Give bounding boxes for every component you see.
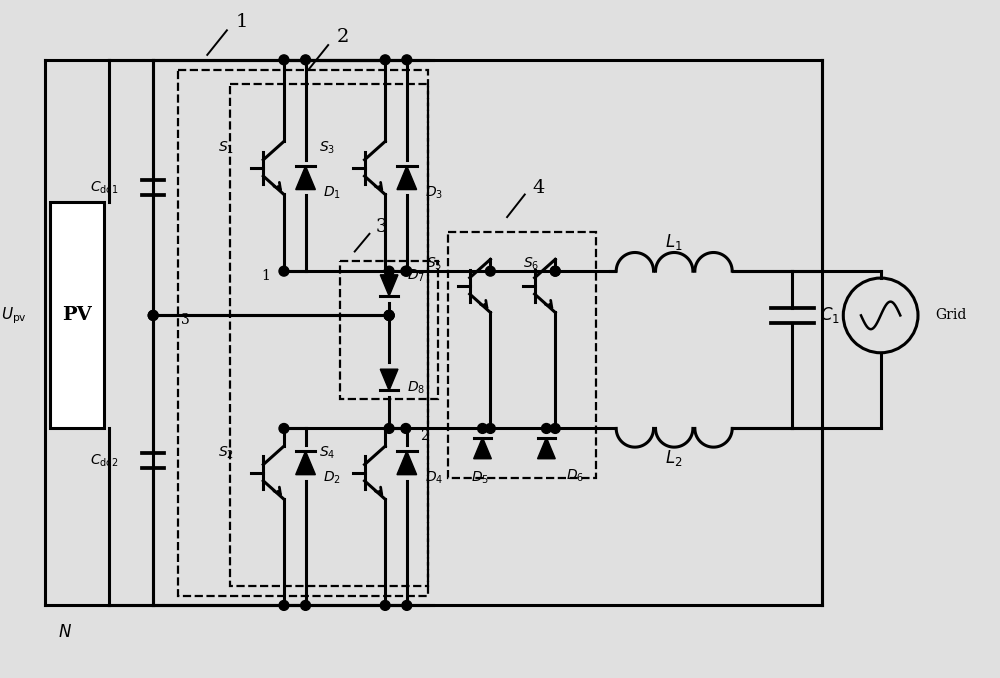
Circle shape [384, 266, 394, 276]
Text: $U_{\rm pv}$: $U_{\rm pv}$ [1, 305, 27, 325]
Circle shape [380, 55, 390, 64]
Text: $S_2$: $S_2$ [218, 445, 234, 461]
Circle shape [148, 311, 158, 320]
Text: $C_{\rm dc1}$: $C_{\rm dc1}$ [90, 180, 119, 196]
Polygon shape [474, 437, 491, 459]
Text: 3: 3 [181, 313, 189, 327]
Text: $D_3$: $D_3$ [425, 184, 443, 201]
Circle shape [401, 266, 411, 276]
Circle shape [279, 55, 289, 64]
Circle shape [402, 266, 412, 276]
Text: $S_3$: $S_3$ [319, 140, 335, 157]
Text: $D_1$: $D_1$ [323, 184, 341, 201]
Text: Grid: Grid [936, 308, 967, 323]
Circle shape [485, 266, 495, 276]
Text: $N$: $N$ [58, 624, 72, 641]
Circle shape [279, 424, 289, 433]
Text: $C_{\rm dc2}$: $C_{\rm dc2}$ [90, 452, 119, 468]
Polygon shape [380, 275, 398, 296]
Circle shape [279, 266, 289, 276]
Text: $D_6$: $D_6$ [566, 467, 584, 484]
Circle shape [402, 601, 412, 610]
Text: $L_1$: $L_1$ [665, 232, 683, 252]
Circle shape [301, 601, 310, 610]
Text: 3: 3 [376, 218, 387, 236]
Text: $D_2$: $D_2$ [323, 469, 341, 486]
Circle shape [550, 266, 560, 276]
Text: 4: 4 [532, 178, 545, 197]
Bar [50, 202, 104, 428]
Polygon shape [538, 437, 555, 459]
Text: 1: 1 [262, 269, 271, 283]
Bar [340, 261, 438, 399]
Circle shape [541, 424, 551, 433]
Circle shape [478, 424, 487, 433]
Circle shape [485, 424, 495, 433]
Circle shape [384, 311, 394, 320]
Text: 2: 2 [420, 429, 429, 443]
Circle shape [550, 266, 560, 276]
Circle shape [301, 55, 310, 64]
Bar [230, 84, 428, 586]
Polygon shape [380, 370, 398, 391]
Text: $S_1$: $S_1$ [218, 140, 234, 157]
Text: $D_5$: $D_5$ [471, 469, 490, 486]
Circle shape [148, 311, 158, 320]
Circle shape [401, 424, 411, 433]
Circle shape [550, 424, 560, 433]
Polygon shape [296, 166, 315, 190]
Circle shape [384, 311, 394, 320]
Text: 1: 1 [235, 14, 248, 31]
Text: $D_4$: $D_4$ [425, 469, 443, 486]
Text: $S_5$: $S_5$ [426, 256, 442, 273]
Polygon shape [296, 451, 315, 475]
Circle shape [279, 601, 289, 610]
Circle shape [402, 55, 412, 64]
Text: $D_8$: $D_8$ [407, 380, 425, 396]
Bar [178, 70, 428, 595]
Bar [448, 232, 596, 477]
Circle shape [380, 601, 390, 610]
Text: $S_6$: $S_6$ [523, 256, 539, 273]
Text: $L_2$: $L_2$ [665, 448, 683, 468]
Circle shape [384, 311, 394, 320]
Polygon shape [397, 451, 417, 475]
Text: 2: 2 [337, 28, 349, 46]
Text: $D_7$: $D_7$ [407, 267, 425, 284]
Text: $C_1$: $C_1$ [820, 305, 840, 325]
Circle shape [384, 424, 394, 433]
Polygon shape [397, 166, 417, 190]
Text: PV: PV [62, 306, 92, 324]
Text: $S_4$: $S_4$ [319, 445, 335, 461]
